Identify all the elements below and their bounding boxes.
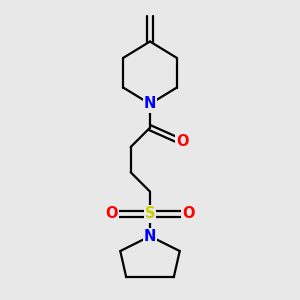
- Text: O: O: [176, 134, 188, 148]
- Text: N: N: [144, 229, 156, 244]
- Text: O: O: [105, 206, 118, 221]
- Text: S: S: [145, 206, 155, 221]
- Text: N: N: [144, 96, 156, 111]
- Text: O: O: [182, 206, 195, 221]
